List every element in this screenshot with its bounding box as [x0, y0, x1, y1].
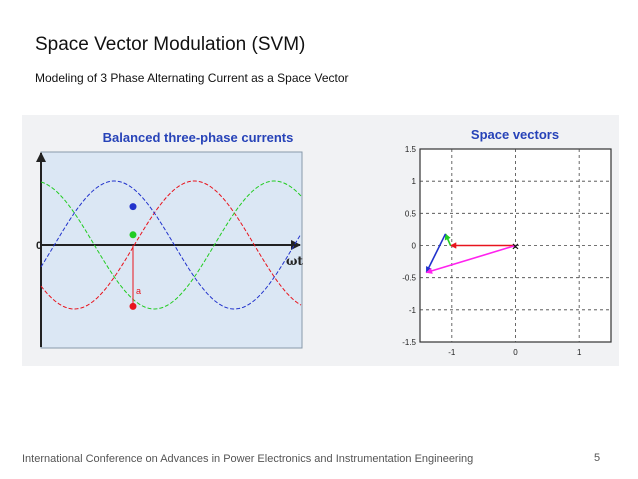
vector-resultant	[425, 244, 516, 274]
vector-phase-c	[425, 233, 447, 274]
y-tick-label: 0	[412, 242, 417, 251]
y-tick-label: 1.5	[405, 145, 417, 154]
figure-svg: Balanced three-phase currents 0 ωt a Spa…	[36, 127, 612, 357]
y-tick-label: -0.5	[402, 274, 416, 283]
space-vectors-title: Space vectors	[471, 127, 559, 142]
phase-a-annotation: a	[136, 286, 141, 296]
x-tick-label: 1	[577, 348, 582, 357]
marker-phase-b	[129, 231, 137, 239]
slide-subtitle: Modeling of 3 Phase Alternating Current …	[35, 71, 349, 85]
marker-phase-a	[129, 302, 137, 310]
y-tick-label: -1	[409, 306, 417, 315]
currents-x-tick-0: 0	[36, 240, 42, 252]
currents-x-label: ωt	[286, 254, 303, 268]
footer-text: International Conference on Advances in …	[22, 453, 474, 465]
series-wave-b	[40, 180, 302, 310]
currents-chart-title: Balanced three-phase currents	[103, 130, 294, 145]
origin-marker: ×	[511, 242, 519, 253]
series-wave-a	[40, 180, 302, 310]
x-tick-label: 0	[513, 348, 518, 357]
y-tick-label: -1.5	[402, 338, 416, 347]
vector-phase-b	[444, 233, 452, 246]
currents-chart: Balanced three-phase currents 0 ωt a	[36, 130, 303, 349]
space-vectors-chart: Space vectors 1.5 1 0.5 0 -0.5 -1 -1.5 -…	[402, 127, 612, 357]
x-tick-label: -1	[448, 348, 456, 357]
x-tick-labels: -1 0 1	[448, 348, 582, 357]
series-wave-c	[40, 180, 302, 310]
page-number: 5	[594, 452, 601, 464]
y-tick-label: 0.5	[405, 209, 417, 218]
y-tick-labels: 1.5 1 0.5 0 -0.5 -1 -1.5	[402, 145, 416, 347]
marker-phase-c	[129, 203, 137, 211]
figure-panel: Balanced three-phase currents 0 ωt a Spa…	[22, 115, 619, 366]
currents-plot-area	[40, 151, 303, 349]
y-tick-label: 1	[412, 177, 417, 186]
slide-title: Space Vector Modulation (SVM)	[35, 34, 306, 55]
